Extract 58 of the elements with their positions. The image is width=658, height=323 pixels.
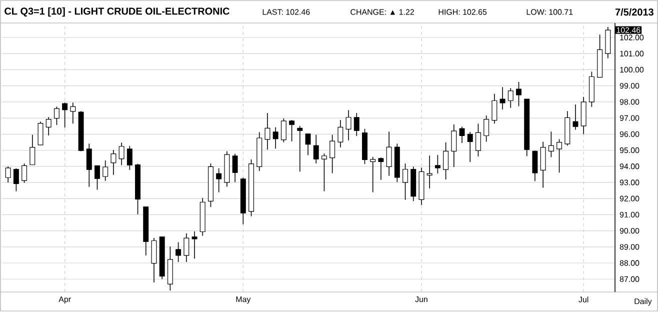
candlestick [62,102,68,128]
candlestick [370,156,376,193]
candlestick [126,146,132,170]
candlestick [402,163,408,200]
candlestick [451,124,457,168]
candlestick [216,168,222,193]
candlestick [280,118,286,143]
candlestick [338,120,344,148]
candlestick [272,126,278,150]
candlestick [540,141,546,188]
candlestick [386,131,392,176]
candlestick [54,106,60,126]
candlestick [192,231,198,260]
candlestick [151,238,157,283]
candlestick [232,153,238,183]
candlestick [5,166,11,183]
candlestick [484,115,490,142]
candlestick [22,163,28,184]
candlestick [346,110,352,141]
candlestick [46,116,52,136]
candlestick [572,104,578,130]
chart-title: CL Q3=1 [10] - LIGHT CRUDE OIL-ELECTRONIC [4,7,230,17]
candlestick [426,155,432,189]
candlestick [532,150,538,182]
candlestick [264,112,270,150]
candlestick [378,157,384,180]
candlestick [548,131,554,158]
candlestick [321,153,327,192]
candlestick [492,93,498,124]
candlestick [580,96,586,135]
candlestick [110,150,116,176]
candlestick [13,168,19,192]
candlestick [289,120,295,142]
candlestick [102,160,108,182]
candlestick [94,165,100,190]
candlestick [184,232,190,262]
text: 7/5/2013 [615,8,654,16]
candlestick [330,134,336,174]
candlestick [443,142,449,180]
candlestick [70,102,76,124]
candlestick [459,126,465,144]
candlestick [305,133,311,156]
candlestick [86,143,92,188]
candlestick [434,154,440,174]
candlestick [176,242,182,262]
candlestick [516,82,522,107]
candlestick [30,134,36,166]
candlestick [475,123,481,157]
candlestick [354,112,360,136]
candlestick [38,121,44,146]
candlestick [556,138,562,174]
candlestick [508,88,514,108]
candlestick [118,142,124,166]
candlestick [605,26,611,59]
candlestick [313,134,319,164]
candlestick [500,86,506,110]
candlestick [467,131,473,162]
candlestick [297,126,303,172]
